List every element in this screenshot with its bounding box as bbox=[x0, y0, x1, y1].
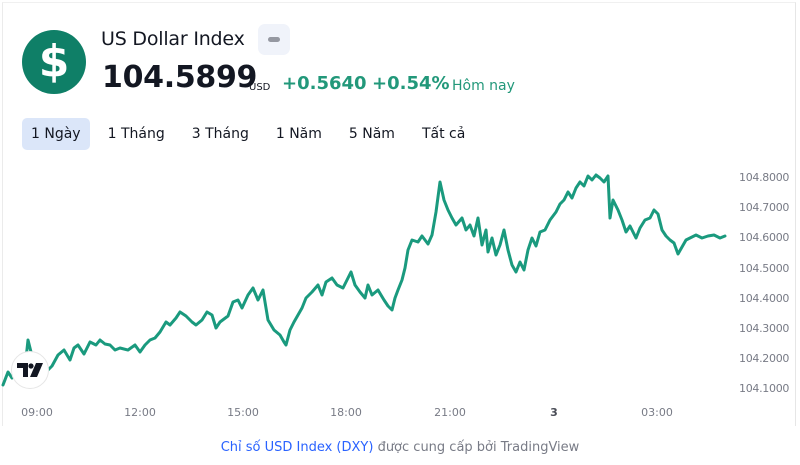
tab-5-years[interactable]: 5 Năm bbox=[348, 126, 395, 142]
currency-label: USD bbox=[249, 82, 271, 93]
x-axis-label: 09:00 bbox=[21, 406, 53, 419]
dollar-sign-icon: $ bbox=[22, 30, 86, 94]
x-axis-label: 21:00 bbox=[434, 406, 466, 419]
tab-1-day[interactable]: 1 Ngày bbox=[22, 118, 90, 150]
current-price: 104.5899 bbox=[102, 60, 258, 95]
tab-all[interactable]: Tất cả bbox=[421, 126, 466, 142]
y-axis-label: 104.6000 bbox=[739, 231, 790, 244]
y-axis-label: 104.4000 bbox=[739, 292, 790, 305]
tab-3-months[interactable]: 3 Tháng bbox=[191, 126, 249, 142]
instrument-title[interactable]: US Dollar Index bbox=[101, 28, 245, 50]
price-chart[interactable] bbox=[0, 160, 730, 400]
price-change: +0.5640 bbox=[282, 73, 367, 94]
x-axis-label: 18:00 bbox=[330, 406, 362, 419]
tradingview-icon bbox=[17, 363, 43, 377]
price-change-percent: +0.54% bbox=[372, 73, 450, 94]
range-tabs: 1 Ngày 1 Tháng 3 Tháng 1 Năm 5 Năm Tất c… bbox=[22, 118, 483, 150]
attribution: Chỉ số USD Index (DXY) được cung cấp bởi… bbox=[0, 440, 800, 455]
x-axis-date-label: 3 bbox=[550, 406, 558, 419]
x-axis-label: 12:00 bbox=[124, 406, 156, 419]
y-axis-label: 104.3000 bbox=[739, 322, 790, 335]
y-axis-label: 104.8000 bbox=[739, 171, 790, 184]
x-axis-label: 15:00 bbox=[227, 406, 259, 419]
widget-card bbox=[2, 2, 796, 426]
y-axis-label: 104.5000 bbox=[739, 262, 790, 275]
attribution-link[interactable]: Chỉ số USD Index (DXY) bbox=[220, 440, 374, 455]
tradingview-logo[interactable] bbox=[11, 351, 49, 389]
y-axis-label: 104.1000 bbox=[739, 382, 790, 395]
minus-icon bbox=[268, 37, 280, 42]
price-line bbox=[1, 173, 727, 387]
period-label: Hôm nay bbox=[452, 78, 515, 94]
y-axis-label: 104.2000 bbox=[739, 352, 790, 365]
market-status-badge[interactable] bbox=[258, 24, 290, 55]
tab-1-month[interactable]: 1 Tháng bbox=[107, 126, 165, 142]
x-axis-label: 03:00 bbox=[641, 406, 673, 419]
tab-1-year[interactable]: 1 Năm bbox=[275, 126, 322, 142]
y-axis-label: 104.7000 bbox=[739, 201, 790, 214]
attribution-text: được cung cấp bởi TradingView bbox=[373, 440, 580, 455]
